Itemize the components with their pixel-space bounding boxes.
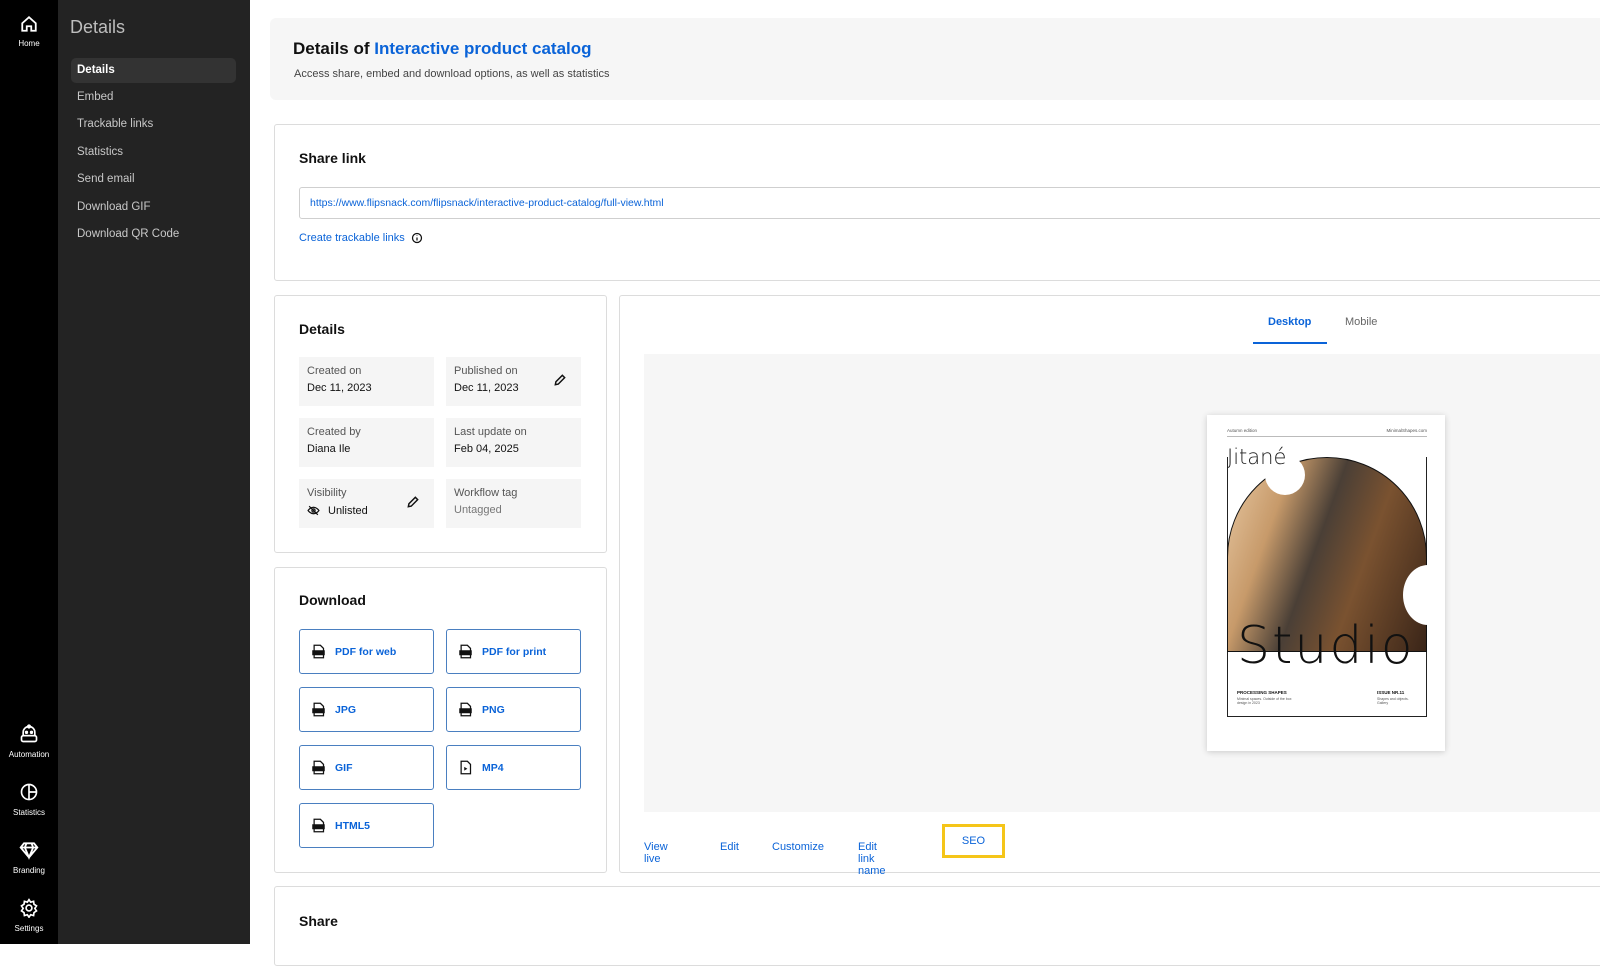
file-pdf-icon [459,644,472,659]
download-label: PDF for web [335,645,397,658]
edit-link-name-link[interactable]: Edit link name [858,841,886,877]
tab-mobile[interactable]: Mobile [1345,316,1378,328]
detail-workflow-tag: Workflow tag Untagged [446,479,581,528]
preview-area: Autumn edition MinimalShapes.com Jitané … [644,354,1600,812]
detail-visibility: Visibility Unlisted [299,479,434,528]
download-html5-button[interactable]: HTML5 [299,803,434,848]
robot-icon [20,724,38,743]
download-png-button[interactable]: PNG [446,687,581,732]
share-url-input[interactable]: https://www.flipsnack.com/flipsnack/inte… [299,187,1600,219]
info-icon[interactable] [411,232,423,244]
details-card: Details Created on Dec 11, 2023 Published… [274,295,607,553]
file-pdf-icon [312,644,325,659]
rail-branding[interactable]: Branding [0,840,58,875]
sidebar-item-trackable-links[interactable]: Trackable links [77,118,154,130]
flipbook-cover[interactable]: Autumn edition MinimalShapes.com Jitané … [1207,415,1445,751]
download-card: Download PDF for web PDF for print JPG PNG G… [274,567,607,873]
flipbook-name: Interactive product catalog [374,39,592,58]
diamond-icon [19,842,39,860]
file-video-icon [460,760,472,775]
download-label: PNG [482,703,505,716]
seo-link[interactable]: SEO [942,824,1005,858]
customize-link[interactable]: Customize [772,841,824,853]
rail-home[interactable]: Home [0,15,58,48]
download-label: HTML5 [335,819,370,832]
download-pdf-for-web-button[interactable]: PDF for web [299,629,434,674]
sidebar-item-download-gif[interactable]: Download GIF [77,201,151,213]
icon-rail: Home Automation Statistics Branding Sett… [0,0,58,944]
share-link-card: Share link https://www.flipsnack.com/fli… [274,124,1600,281]
download-label: MP4 [482,761,504,774]
create-trackable-links-link[interactable]: Create trackable links [299,232,405,244]
download-label: JPG [335,703,357,716]
sidebar-item-embed[interactable]: Embed [77,91,114,103]
home-icon [21,16,37,32]
eye-off-icon [307,505,320,516]
edit-pencil-icon[interactable] [553,373,567,387]
detail-created-by: Created by Diana Ile [299,418,434,467]
sidebar-title: Details [70,17,126,37]
sidebar-item-download-qr[interactable]: Download QR Code [77,228,180,240]
page-subtitle: Access share, embed and download options… [294,68,610,80]
download-label: PDF for print [482,645,547,658]
sidebar-item-statistics[interactable]: Statistics [77,146,124,158]
details-title: Details [299,321,345,337]
gear-icon [20,898,38,918]
download-title: Download [299,592,366,608]
secondary-sidebar: Details Details Embed Trackable links St… [58,0,250,944]
cover-photo [1227,457,1427,652]
rail-settings[interactable]: Settings [0,898,58,933]
file-png-icon [459,702,472,717]
detail-published-on: Published on Dec 11, 2023 [446,357,581,406]
share-link-title: Share link [299,150,366,166]
active-tab-indicator [1253,342,1327,344]
share-title: Share [299,913,338,929]
download-label: GIF [335,761,353,774]
preview-card: Desktop Mobile Autumn edition MinimalSha… [619,295,1600,877]
detail-created-on: Created on Dec 11, 2023 [299,357,434,406]
detail-last-update: Last update on Feb 04, 2025 [446,418,581,467]
page-header: Details of Interactive product catalog A… [270,18,1600,100]
edit-pencil-icon[interactable] [406,495,420,509]
tab-desktop[interactable]: Desktop [1268,316,1312,328]
file-gif-icon [312,760,325,775]
rail-statistics[interactable]: Statistics [0,782,58,817]
file-jpg-icon [312,702,325,717]
page-title: Details of Interactive product catalog [293,39,592,58]
rail-automation[interactable]: Automation [0,724,58,759]
download-gif-button[interactable]: GIF [299,745,434,790]
pie-chart-icon [20,783,38,801]
view-live-link[interactable]: View live [644,841,668,865]
share-card: Share [274,886,1600,966]
download-jpg-button[interactable]: JPG [299,687,434,732]
download-pdf-for-print-button[interactable]: PDF for print [446,629,581,674]
sidebar-item-details[interactable]: Details [71,58,236,83]
sidebar-item-send-email[interactable]: Send email [77,173,135,185]
file-html-icon [312,818,325,833]
download-mp4-button[interactable]: MP4 [446,745,581,790]
edit-link[interactable]: Edit [720,841,739,853]
